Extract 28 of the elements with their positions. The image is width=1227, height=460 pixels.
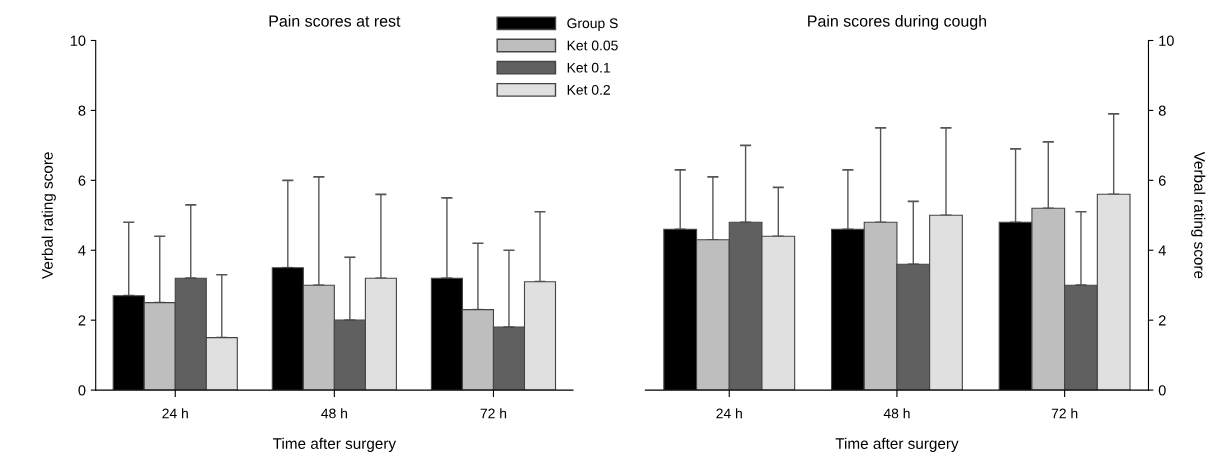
- chart-title: Pain scores during cough: [808, 15, 987, 30]
- legend-label: Ket 0.1: [567, 62, 610, 73]
- y-axis-title: Verbal rating score: [41, 152, 56, 279]
- x-tick-label: 72 h: [480, 408, 507, 419]
- y2-tick-label: 4: [1158, 245, 1166, 256]
- legend-label: Ket 0.05: [567, 40, 618, 51]
- y2-tick-label: 8: [1158, 105, 1166, 116]
- x-tick-label: 48 h: [321, 408, 347, 419]
- legend-label: Ket 0.2: [567, 84, 610, 95]
- y2-tick-label: 6: [1158, 175, 1166, 186]
- y-tick-label: 6: [78, 175, 86, 186]
- x-axis-title: Time after surgery: [835, 437, 959, 452]
- x-tick-label: 72 h: [1051, 408, 1078, 419]
- y-tick-label: 10: [70, 35, 86, 46]
- x-axis-title: Time after surgery: [273, 437, 397, 452]
- y2-tick-label: 10: [1159, 35, 1174, 46]
- x-tick-label: 48 h: [883, 408, 910, 419]
- y2-tick-label: 0: [1158, 385, 1166, 396]
- y-tick-label: 2: [78, 315, 86, 326]
- y-tick-label: 0: [78, 385, 86, 396]
- y-tick-label: 4: [78, 245, 86, 256]
- chart-title: Pain scores at rest: [269, 15, 401, 27]
- y2-axis-title: Verbal rating score: [1191, 151, 1206, 279]
- y-tick-label: 8: [78, 105, 86, 116]
- y2-tick-label: 2: [1158, 315, 1166, 326]
- legend-label: Group S: [567, 18, 618, 31]
- x-tick-label: 24 h: [162, 408, 188, 419]
- x-tick-label: 24 h: [716, 408, 742, 419]
